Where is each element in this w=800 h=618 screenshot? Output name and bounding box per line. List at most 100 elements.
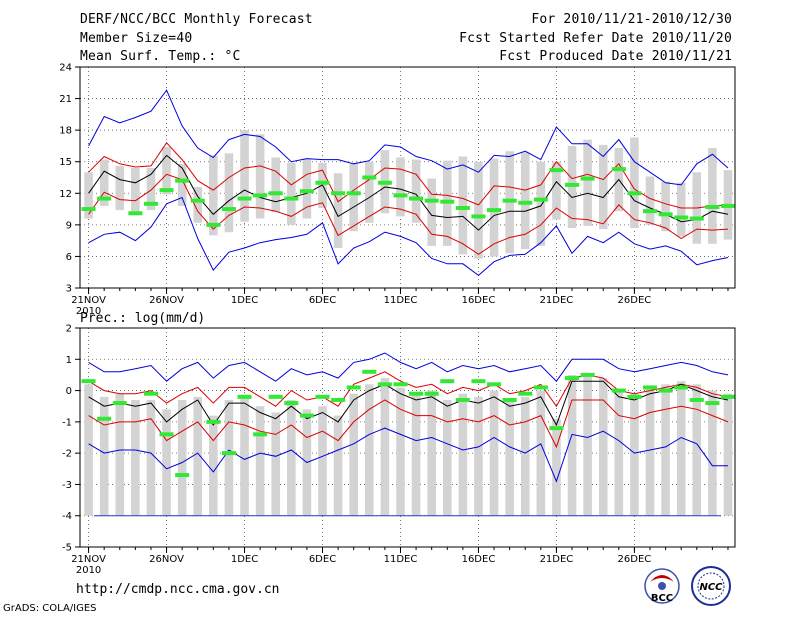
x-year-label: 2010	[76, 306, 101, 317]
plot-frame	[79, 66, 736, 289]
obs-marker	[159, 188, 174, 193]
spread-box	[427, 390, 436, 516]
obs-marker	[143, 201, 158, 206]
y-tick-label: 12	[59, 189, 72, 200]
obs-marker	[440, 199, 455, 204]
obs-marker	[720, 394, 735, 399]
spread-box	[349, 163, 358, 232]
bcc-logo-text: BCC	[651, 593, 673, 604]
y-tick-label: -4	[62, 511, 72, 522]
series-lower	[88, 399, 729, 449]
obs-marker	[455, 206, 470, 211]
bcc-logo-core	[658, 582, 666, 590]
series-max	[88, 89, 729, 186]
obs-marker	[393, 193, 408, 198]
obs-marker	[315, 394, 330, 399]
spread-box	[567, 145, 577, 229]
spread-box	[708, 390, 717, 516]
spread-box	[177, 163, 187, 206]
obs-marker	[346, 385, 361, 390]
spread-box	[552, 161, 561, 220]
spread-box	[209, 155, 218, 236]
obs-marker	[331, 191, 346, 196]
series-max	[88, 352, 729, 382]
x-tick-label: 26NOV	[149, 295, 184, 306]
y-tick-label: 2	[66, 324, 72, 335]
spread-box	[692, 384, 702, 516]
x-tick-label: 21DEC	[540, 295, 574, 306]
obs-marker	[362, 369, 377, 374]
series-lower	[88, 173, 729, 255]
y-tick-label: 3	[66, 284, 72, 295]
grads-credit: GrADS: COLA/IGES	[3, 603, 97, 614]
obs-marker	[580, 372, 595, 377]
obs-marker	[97, 196, 112, 201]
spread-box	[505, 399, 514, 516]
fcst-started-date: Fcst Started Refer Date 2010/11/20	[459, 31, 732, 46]
x-tick-label: 1DEC	[231, 554, 258, 565]
ncc-logo-inner	[697, 572, 725, 600]
obs-marker	[565, 376, 580, 381]
x-tick-label: 21NOV	[71, 554, 106, 565]
spread-box	[614, 390, 624, 516]
obs-marker	[689, 216, 704, 221]
spread-box	[474, 161, 483, 259]
obs-marker	[471, 379, 486, 384]
x-tick-label: 26NOV	[149, 554, 184, 565]
source-url[interactable]: http://cmdp.ncc.cma.gov.cn	[76, 582, 280, 597]
chart-title: DERF/NCC/BCC Monthly Forecast	[80, 12, 313, 27]
spread-box	[630, 137, 639, 229]
obs-marker	[643, 385, 658, 390]
obs-marker	[175, 473, 190, 478]
spread-box	[708, 148, 717, 244]
obs-marker	[284, 196, 299, 201]
obs-marker	[502, 397, 517, 402]
ncc-logo: NCC	[691, 566, 731, 606]
obs-marker	[549, 168, 564, 173]
x-tick-label: 16DEC	[462, 295, 496, 306]
spread-box	[411, 393, 421, 516]
obs-marker	[393, 382, 408, 387]
obs-marker	[315, 180, 330, 185]
spread-box	[99, 159, 109, 206]
ncc-logo-text: NCC	[699, 582, 723, 593]
obs-marker	[253, 193, 268, 198]
obs-marker	[658, 388, 673, 393]
member-size: Member Size=40	[80, 31, 193, 46]
spread-box	[583, 139, 592, 226]
obs-marker	[705, 204, 720, 209]
spread-box	[255, 406, 265, 516]
spread-box	[84, 172, 93, 219]
x-tick-label: 6DEC	[309, 554, 336, 565]
obs-marker	[284, 401, 299, 406]
spread-box	[99, 396, 109, 516]
obs-marker	[487, 208, 502, 213]
obs-marker	[377, 180, 392, 185]
spread-box	[209, 415, 218, 516]
spread-box	[271, 157, 281, 213]
x-tick-label: 26DEC	[618, 295, 652, 306]
spread-box	[520, 152, 530, 250]
y-tick-label: 6	[66, 252, 72, 263]
spread-box	[146, 168, 156, 211]
temp-variable-label: Mean Surf. Temp.: °C	[80, 49, 241, 64]
y-tick-label: 1	[66, 355, 72, 366]
obs-marker	[268, 394, 283, 399]
y-tick-label: -5	[62, 543, 72, 554]
spread-box	[162, 146, 171, 195]
obs-marker	[643, 209, 658, 214]
obs-marker	[565, 182, 580, 187]
y-tick-label: -2	[62, 449, 72, 460]
spread-box	[224, 399, 234, 516]
obs-marker	[689, 397, 704, 402]
spread-box	[115, 165, 125, 211]
obs-marker	[81, 207, 96, 212]
obs-marker	[720, 203, 735, 208]
spread-box	[676, 182, 686, 237]
plot-frame	[79, 327, 736, 548]
spread-box	[645, 387, 655, 516]
series-mean	[88, 380, 729, 427]
obs-marker	[221, 207, 236, 212]
obs-marker	[221, 451, 236, 456]
